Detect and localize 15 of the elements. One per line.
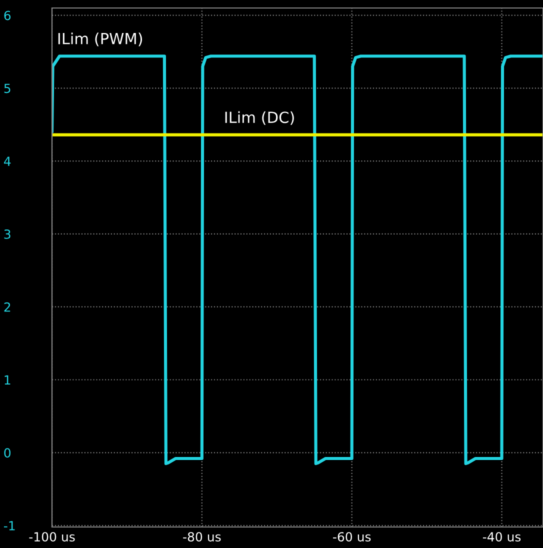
series-label: ILim (DC) <box>225 111 294 125</box>
y-tick-label: 3 <box>4 229 10 239</box>
y-tick-label: -1 <box>4 521 15 530</box>
y-tick-label: 0 <box>4 448 11 458</box>
x-tick-label: -40 us <box>482 532 521 542</box>
x-tick-label: -60 us <box>333 532 371 542</box>
y-tick-label: 4 <box>4 156 11 166</box>
y-tick-label: 6 <box>4 10 11 20</box>
y-tick-label: 1 <box>4 375 10 385</box>
line-series <box>52 54 543 466</box>
x-tick-label: -80 us <box>183 532 221 542</box>
y-tick-label: 2 <box>4 302 10 312</box>
y-tick-label: 5 <box>4 84 10 94</box>
x-tick-label: -100 us <box>29 532 75 542</box>
series-label: ILim (PWM) <box>58 32 142 46</box>
